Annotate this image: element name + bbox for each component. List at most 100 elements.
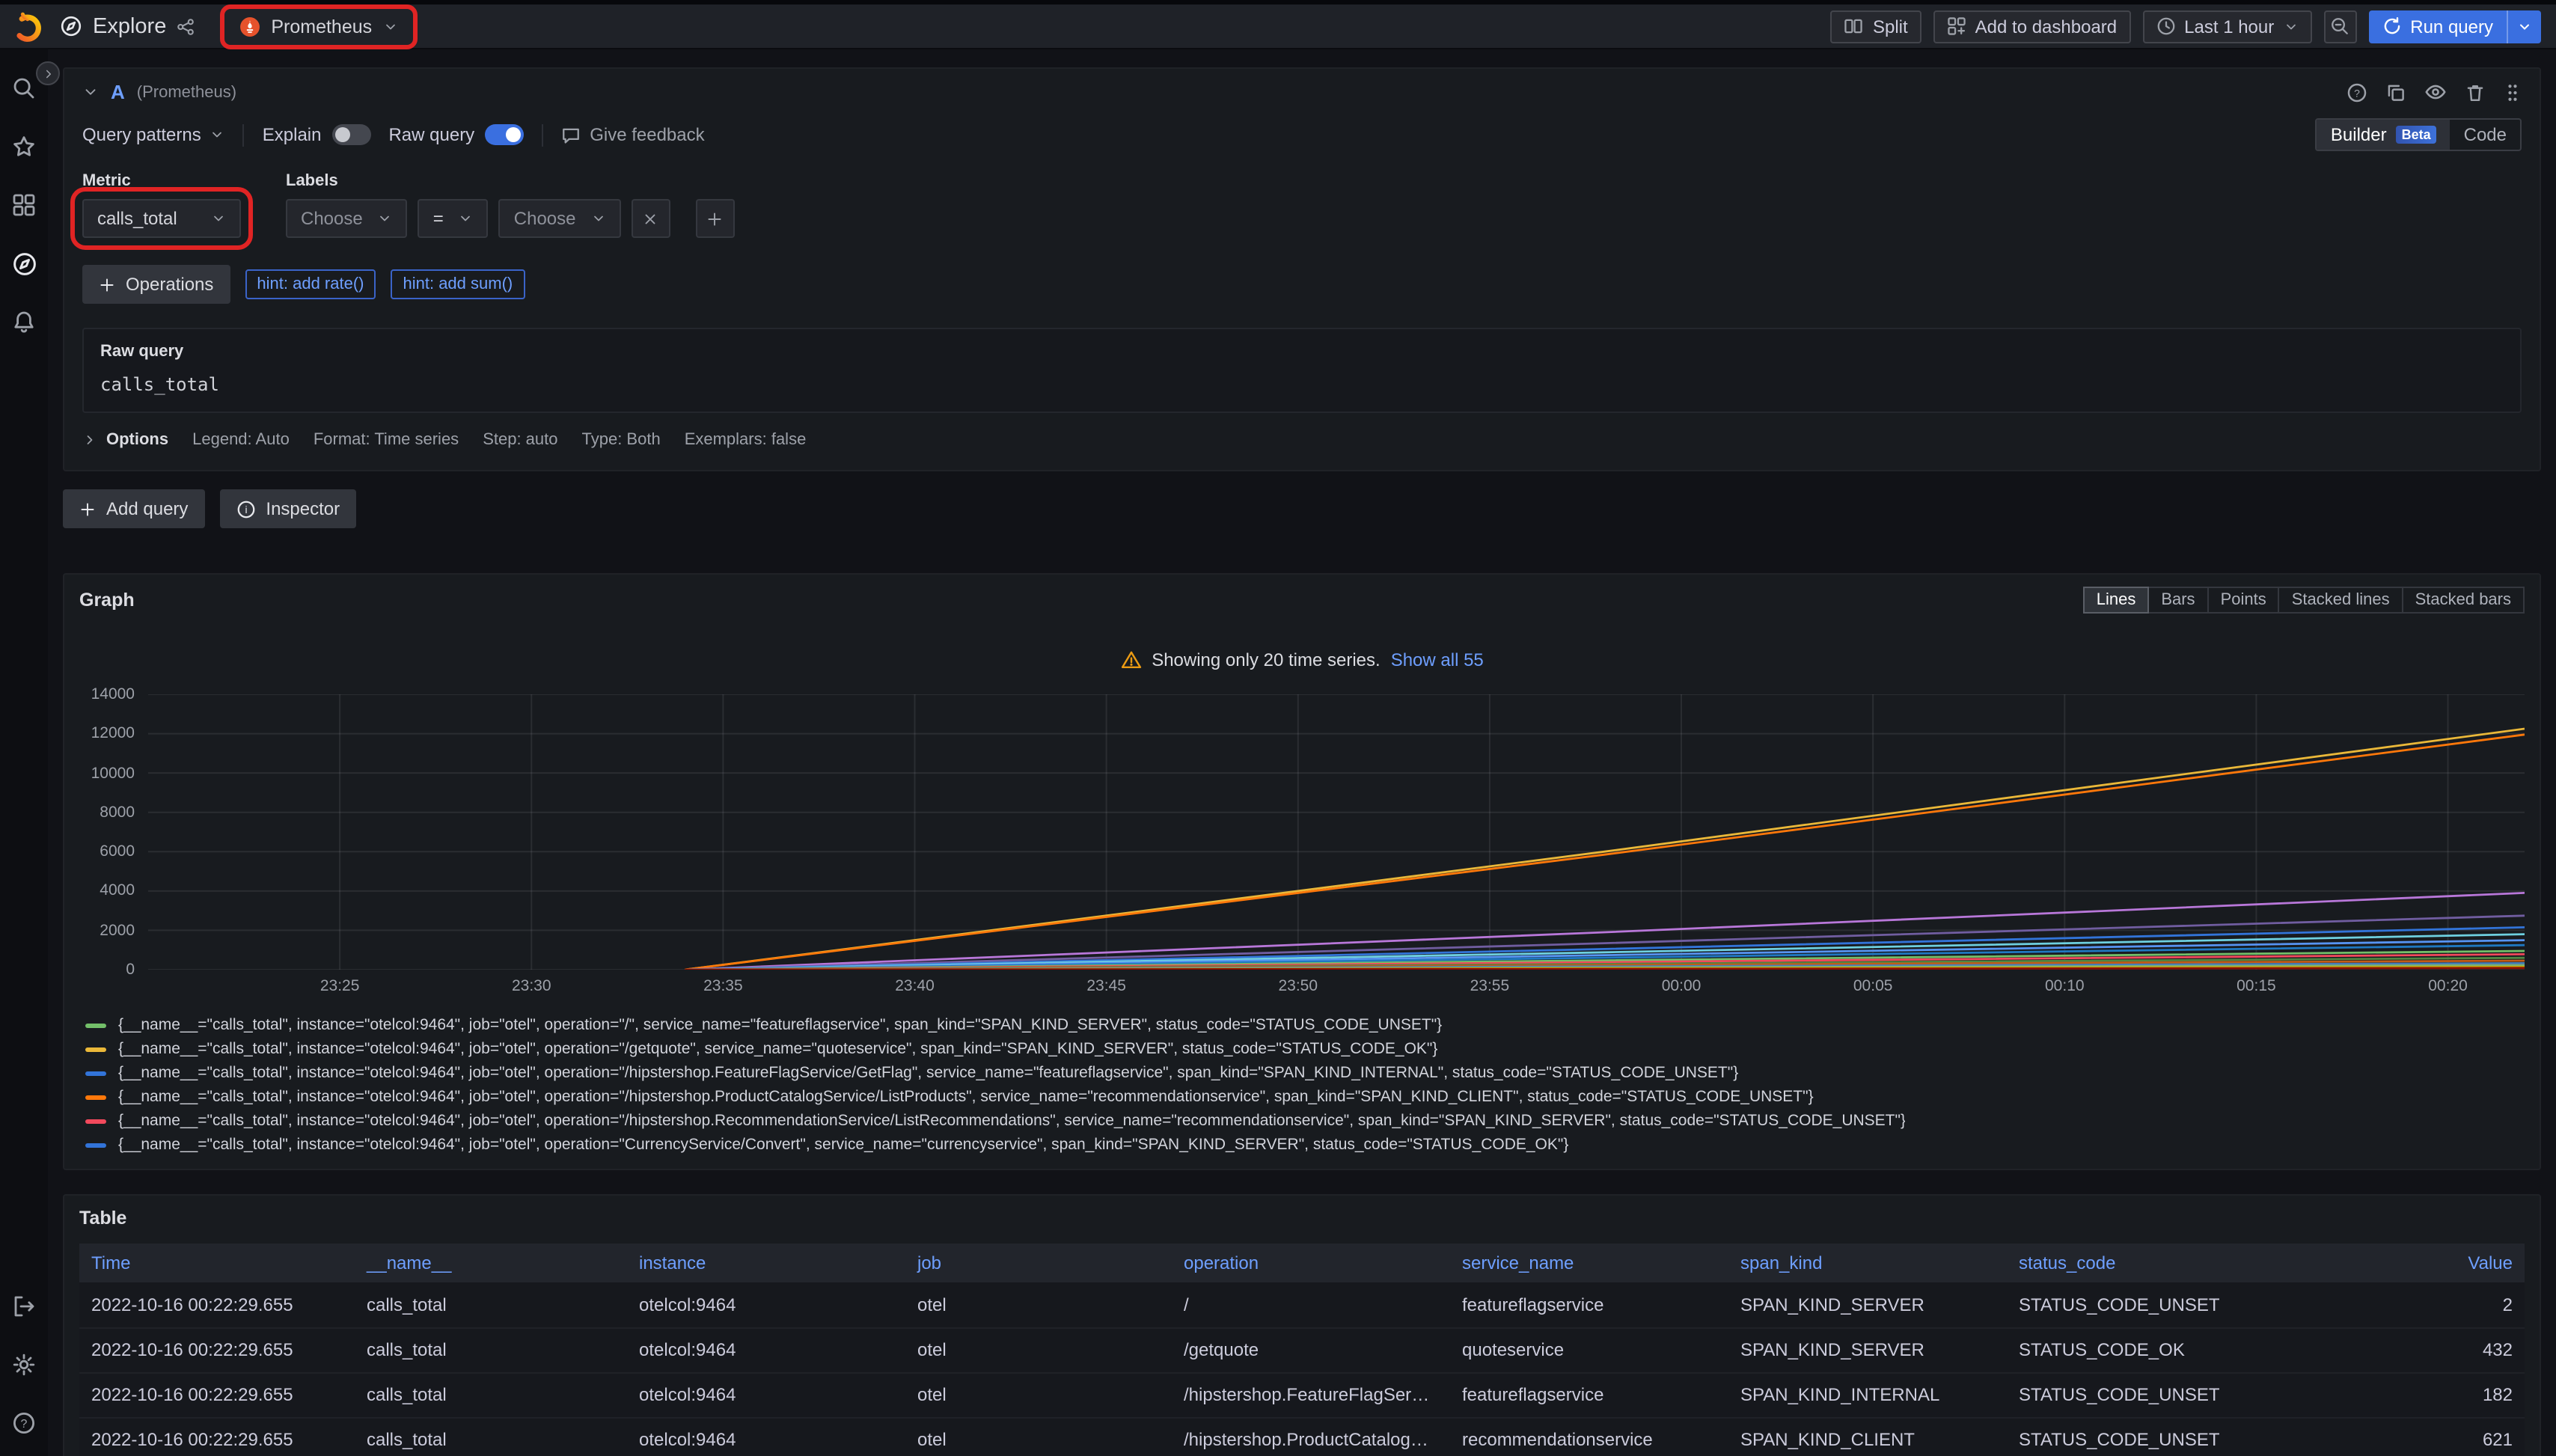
table-cell-value: 2 [2285, 1282, 2525, 1328]
explain-toggle[interactable] [331, 124, 371, 145]
drag-handle[interactable] [2504, 82, 2522, 103]
graph-mode-stacked-lines[interactable]: Stacked lines [2278, 587, 2403, 614]
y-axis-label: 0 [126, 961, 135, 979]
grafana-logo[interactable] [9, 8, 45, 44]
divider [542, 123, 544, 146]
add-operation-button[interactable]: Operations [82, 265, 230, 304]
query-help-button[interactable]: ? [2346, 82, 2367, 103]
run-query-button[interactable]: Run query [2368, 10, 2541, 43]
time-range-picker[interactable]: Last 1 hour [2142, 10, 2312, 43]
plus-icon [81, 502, 94, 516]
hint-add-rate-button[interactable]: hint: add rate() [245, 269, 376, 299]
label-operator-select[interactable]: = [418, 199, 489, 238]
sidebar-item-starred[interactable] [9, 132, 39, 162]
add-to-dashboard-button[interactable]: Add to dashboard [1933, 10, 2131, 43]
x-axis-label: 00:05 [1853, 977, 1893, 995]
caret-down-icon [380, 215, 390, 221]
sidebar-item-sign-in[interactable] [9, 1291, 39, 1321]
labels-label: Labels [286, 172, 338, 190]
close-icon [646, 213, 655, 224]
share-icon[interactable] [177, 17, 195, 35]
raw-query-toggle[interactable] [485, 124, 525, 145]
x-axis-label: 23:55 [1470, 977, 1510, 995]
metric-select[interactable]: calls_total [70, 187, 253, 250]
table-header-row: Time __name__ instance job operation ser… [79, 1244, 2525, 1282]
remove-label-filter-button[interactable] [631, 199, 670, 238]
table-row: 2022-10-16 00:22:29.655 calls_total otelco… [79, 1282, 2525, 1328]
duplicate-query-button[interactable] [2385, 82, 2406, 103]
sidebar-item-explore[interactable] [9, 248, 39, 278]
legend-item[interactable]: {__name__="calls_total", instance="otelc… [85, 1013, 2525, 1037]
inspector-button[interactable]: i Inspector [219, 489, 357, 528]
add-label-filter-button[interactable] [695, 199, 735, 238]
zoom-out-button[interactable] [2323, 10, 2357, 43]
remove-query-button[interactable] [2465, 82, 2486, 103]
option-legend: Legend: Auto [192, 431, 290, 449]
plot-area[interactable]: 23:25 23:30 23:35 23:40 23:45 23:50 23:55 00:00… [148, 694, 2525, 1000]
clock-icon [2156, 17, 2174, 35]
give-feedback-button[interactable]: Give feedback [561, 124, 705, 145]
graph-mode-stacked-bars[interactable]: Stacked bars [2401, 587, 2525, 614]
column-header-operation[interactable]: operation [1172, 1244, 1450, 1282]
query-patterns-dropdown[interactable]: Query patterns [82, 124, 225, 145]
legend-item[interactable]: {__name__="calls_total", instance="otelc… [85, 1061, 2525, 1085]
legend-item[interactable]: {__name__="calls_total", instance="otelc… [85, 1085, 2525, 1109]
table-cell-operation: /hipstershop.ProductCatalogService/ListP… [1172, 1417, 1450, 1456]
svg-text:i: i [245, 503, 247, 515]
explain-label: Explain [262, 124, 322, 145]
split-button[interactable]: Split [1830, 10, 1921, 43]
legend-item[interactable]: {__name__="calls_total", instance="otelc… [85, 1109, 2525, 1133]
add-query-button[interactable]: Add query [63, 489, 205, 528]
code-mode-button[interactable]: Code [2450, 120, 2520, 150]
column-header-instance[interactable]: instance [627, 1244, 905, 1282]
column-header-status-code[interactable]: status_code [2007, 1244, 2285, 1282]
label-name-select[interactable]: Choose [286, 199, 408, 238]
compass-icon [61, 16, 82, 37]
legend-series-color [85, 1023, 106, 1027]
x-axis-label: 23:50 [1278, 977, 1318, 995]
editor-mode-switcher: Builder Beta Code [2315, 118, 2522, 151]
series-line [685, 733, 2525, 970]
sidebar-item-search[interactable] [9, 73, 39, 103]
collapse-query-button[interactable] [82, 84, 99, 100]
star-icon [13, 136, 34, 156]
sidebar-item-settings[interactable] [9, 1350, 39, 1380]
column-header-service-name[interactable]: service_name [1450, 1244, 1728, 1282]
prometheus-icon [240, 16, 260, 36]
legend-item[interactable]: {__name__="calls_total", instance="otelc… [85, 1037, 2525, 1061]
raw-query-title: Raw query [100, 343, 184, 361]
raw-query-value: calls_total [100, 374, 219, 395]
sidebar-item-alerting[interactable] [9, 307, 39, 337]
legend-series-label: {__name__="calls_total", instance="otelc… [118, 1112, 1906, 1130]
y-axis-label: 10000 [91, 764, 135, 783]
warning-text: Showing only 20 time series. [1152, 649, 1381, 670]
datasource-picker[interactable]: Prometheus [220, 4, 418, 49]
help-circle-icon: ? [13, 1412, 35, 1434]
column-header-job[interactable]: job [905, 1244, 1172, 1282]
sidebar-item-apps[interactable] [9, 190, 39, 220]
label-value-select[interactable]: Choose [498, 199, 621, 238]
column-header-span-kind[interactable]: span_kind [1728, 1244, 2007, 1282]
datasource-name: Prometheus [271, 16, 373, 37]
show-all-series-link[interactable]: Show all 55 [1390, 649, 1484, 670]
hint-add-sum-button[interactable]: hint: add sum() [391, 269, 525, 299]
graph-canvas [148, 694, 2525, 970]
x-axis-label: 23:45 [1086, 977, 1126, 995]
legend-item[interactable]: {__name__="calls_total", instance="otelc… [85, 1133, 2525, 1157]
run-query-caret[interactable] [2507, 10, 2541, 43]
graph-mode-lines[interactable]: Lines [2082, 587, 2150, 614]
table-cell-value: 432 [2285, 1327, 2525, 1373]
column-header-time[interactable]: Time [79, 1244, 355, 1282]
table-panel: Table Time __name__ instance job operati [63, 1194, 2541, 1456]
builder-mode-button[interactable]: Builder Beta [2317, 120, 2450, 150]
graph-mode-bars[interactable]: Bars [2147, 587, 2209, 614]
graph-panel-title: Graph [79, 590, 135, 611]
sidebar-item-help[interactable]: ? [9, 1408, 39, 1438]
hide-response-button[interactable] [2424, 81, 2447, 103]
apps-icon [13, 194, 35, 216]
column-header-value[interactable]: Value [2285, 1244, 2525, 1282]
options-toggle[interactable]: Options [82, 431, 168, 449]
sidebar-expand-button[interactable] [36, 61, 60, 85]
column-header-name[interactable]: __name__ [355, 1244, 627, 1282]
graph-mode-points[interactable]: Points [2207, 587, 2280, 614]
